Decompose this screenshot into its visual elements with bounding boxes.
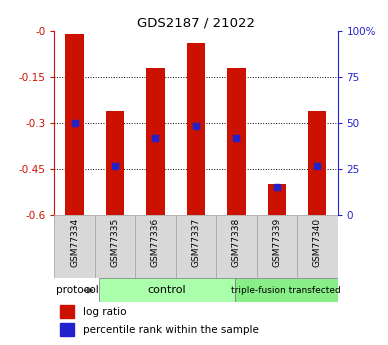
Bar bbox=[227, 68, 246, 215]
Bar bbox=[60, 305, 74, 318]
Bar bbox=[216, 215, 256, 278]
Text: triple-fusion transfected: triple-fusion transfected bbox=[232, 286, 341, 295]
Bar bbox=[106, 111, 124, 215]
Bar bbox=[66, 34, 84, 215]
Text: protocol: protocol bbox=[56, 285, 99, 295]
Text: GSM77334: GSM77334 bbox=[70, 218, 79, 267]
Text: control: control bbox=[147, 285, 186, 295]
Bar bbox=[99, 278, 235, 303]
Bar bbox=[146, 68, 165, 215]
Bar bbox=[176, 215, 216, 278]
Text: GSM77339: GSM77339 bbox=[272, 218, 281, 267]
Bar bbox=[235, 278, 338, 303]
Text: GSM77340: GSM77340 bbox=[313, 218, 322, 267]
Bar bbox=[95, 215, 135, 278]
Bar bbox=[308, 111, 326, 215]
Text: GSM77337: GSM77337 bbox=[191, 218, 201, 267]
Title: GDS2187 / 21022: GDS2187 / 21022 bbox=[137, 17, 255, 30]
Text: GSM77338: GSM77338 bbox=[232, 218, 241, 267]
Bar bbox=[135, 215, 176, 278]
Text: percentile rank within the sample: percentile rank within the sample bbox=[83, 325, 258, 335]
Text: log ratio: log ratio bbox=[83, 307, 126, 317]
Bar bbox=[60, 323, 74, 336]
Bar bbox=[256, 215, 297, 278]
Bar bbox=[268, 184, 286, 215]
Bar bbox=[297, 215, 338, 278]
Bar bbox=[54, 215, 95, 278]
Text: GSM77335: GSM77335 bbox=[111, 218, 120, 267]
Bar bbox=[187, 43, 205, 215]
Text: GSM77336: GSM77336 bbox=[151, 218, 160, 267]
